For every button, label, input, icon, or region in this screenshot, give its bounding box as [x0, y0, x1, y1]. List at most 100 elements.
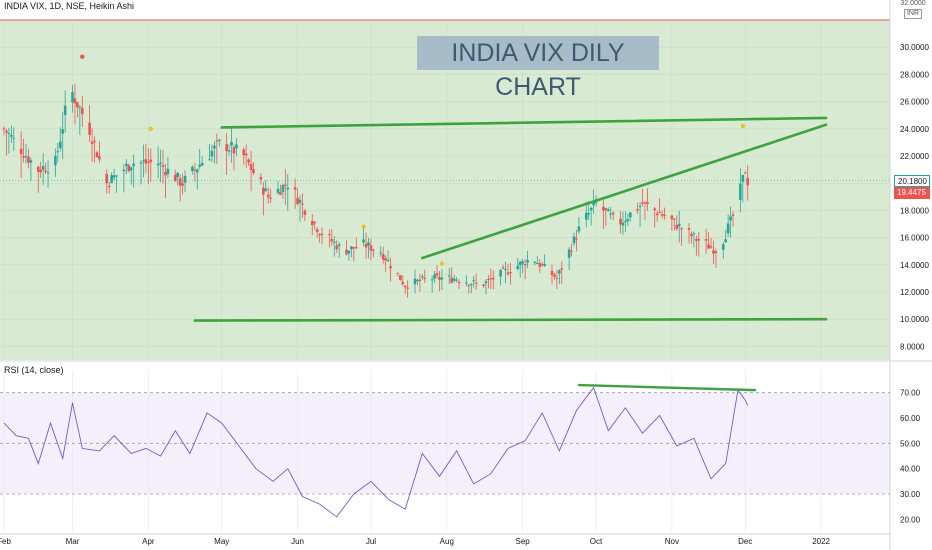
- candle: [472, 276, 476, 288]
- candle: [352, 246, 356, 262]
- candle: [354, 237, 358, 250]
- candle-body: [78, 106, 82, 108]
- candle: [293, 178, 297, 209]
- candle-body: [320, 233, 324, 235]
- candle-body: [658, 212, 661, 214]
- candle-body: [244, 153, 248, 156]
- candle-body: [433, 274, 436, 279]
- candle: [249, 150, 253, 192]
- candle: [469, 283, 473, 294]
- candle: [491, 270, 495, 290]
- candle-body: [318, 234, 321, 236]
- candle-body: [533, 262, 537, 264]
- candle: [465, 275, 468, 287]
- x-tick-label: Oct: [590, 537, 603, 546]
- candle: [176, 172, 179, 186]
- candle-body: [10, 135, 13, 137]
- candle-body: [7, 133, 11, 135]
- y-tick-label: 12.0000: [900, 288, 929, 297]
- y-tick-label: 14.0000: [900, 261, 929, 270]
- candle: [403, 284, 407, 295]
- candle: [276, 181, 280, 195]
- currency-code: INR: [903, 9, 923, 19]
- candle-body: [156, 163, 160, 166]
- trendline: [220, 116, 828, 129]
- candle-body: [88, 122, 91, 135]
- candle-body: [303, 210, 307, 215]
- candle-body: [455, 279, 458, 281]
- candle-body: [604, 208, 608, 210]
- candle: [313, 220, 316, 230]
- candle: [660, 210, 664, 219]
- candle: [697, 231, 701, 257]
- candle: [61, 112, 65, 160]
- x-tick-label: Jun: [291, 537, 304, 546]
- currency-label[interactable]: 32.0000 INR: [897, 0, 929, 19]
- candle: [501, 264, 505, 270]
- candle-body: [61, 129, 65, 134]
- candle-body: [242, 149, 246, 156]
- candle-body: [536, 263, 539, 265]
- rsi-title: RSI (14, close): [4, 365, 64, 375]
- candle-body: [575, 238, 578, 240]
- candle: [367, 237, 370, 259]
- candle: [396, 272, 400, 277]
- candle: [95, 150, 99, 158]
- candle-body: [724, 239, 727, 243]
- candle: [58, 127, 62, 152]
- candle-body: [12, 137, 16, 139]
- candle: [244, 144, 248, 168]
- candle: [252, 161, 255, 175]
- candle: [675, 215, 679, 231]
- candle: [127, 163, 131, 173]
- candle-body: [5, 130, 8, 133]
- candle-body: [609, 213, 613, 215]
- candle-body: [560, 268, 564, 270]
- candle: [729, 206, 732, 238]
- trendline: [421, 123, 828, 260]
- x-tick-label: Jul: [366, 537, 376, 546]
- candle: [7, 127, 11, 154]
- candle-body: [247, 159, 250, 163]
- candle-body: [215, 140, 219, 142]
- candle: [215, 133, 219, 165]
- candle: [159, 149, 162, 182]
- candle: [286, 173, 290, 212]
- candle-body: [350, 246, 353, 250]
- candle-body: [217, 139, 221, 142]
- candle: [504, 261, 507, 284]
- candle-body: [71, 92, 74, 103]
- candle: [389, 257, 392, 282]
- candle: [609, 207, 613, 220]
- candle: [281, 183, 285, 199]
- candle-body: [132, 163, 135, 167]
- candle-body: [709, 246, 713, 248]
- candle: [279, 184, 282, 196]
- rsi-tick-label: 20.00: [900, 515, 921, 524]
- candle-body: [540, 264, 544, 266]
- candle: [589, 206, 593, 226]
- candle-body: [266, 194, 270, 198]
- candle-body: [279, 191, 282, 195]
- candles: [2, 83, 750, 299]
- candle: [364, 232, 368, 260]
- candle-body: [638, 205, 642, 208]
- candle: [247, 158, 250, 166]
- candle-body: [335, 245, 339, 250]
- candle: [362, 227, 365, 247]
- candle: [418, 273, 422, 292]
- candle: [560, 261, 564, 285]
- candle: [509, 263, 512, 285]
- y-tick-label: 28.0000: [900, 70, 929, 79]
- candle: [680, 227, 683, 246]
- candle-body: [54, 156, 57, 166]
- candle-body: [567, 249, 571, 258]
- candle: [724, 229, 727, 243]
- candle-body: [298, 199, 302, 203]
- candle-body: [516, 265, 520, 270]
- candle: [93, 136, 96, 163]
- candle-body: [249, 163, 253, 170]
- candle: [181, 173, 184, 195]
- candle: [506, 263, 510, 277]
- candle-body: [259, 177, 263, 180]
